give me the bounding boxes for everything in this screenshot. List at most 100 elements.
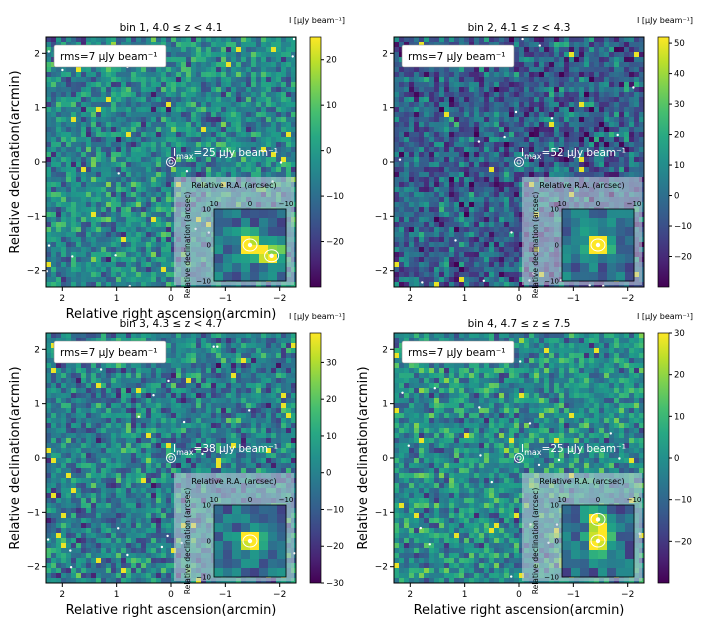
inset-x-tick-label: 0	[248, 496, 252, 504]
inset-pixel	[607, 218, 617, 228]
inset-pixel	[580, 514, 590, 524]
x-tick-label: 2	[59, 590, 65, 600]
inset-pixel	[268, 541, 278, 551]
bright-speck	[632, 86, 635, 89]
inset-frame	[213, 208, 287, 282]
colorbar-label: I [μJy beam⁻¹]	[637, 312, 693, 321]
inset-pixel	[232, 514, 242, 524]
x-tick-label: −1	[219, 294, 232, 304]
inset-pixel	[589, 209, 599, 219]
inset-contour	[590, 238, 606, 252]
bright-speck	[126, 553, 129, 557]
inset-pixel	[268, 254, 278, 264]
inset-pixel	[277, 209, 287, 219]
bright-speck	[490, 480, 493, 484]
colorbar-tick-label: 30	[326, 358, 337, 368]
inset-pixel	[232, 523, 242, 533]
y-tick-label: −2	[27, 563, 40, 573]
inset-y-tick-label: 10	[202, 502, 211, 510]
colorbar-tick-label: −10	[674, 222, 692, 232]
inset-pixel	[616, 505, 626, 515]
imax-label: Imax=25 μJy beam⁻¹	[521, 443, 626, 457]
bright-speck	[69, 566, 73, 569]
x-tick-label: 2	[407, 294, 413, 304]
y-axis-label: Relative declination(arcmin)	[8, 70, 23, 253]
inset-pixel	[268, 550, 278, 560]
inset-y-label: Relative declination (arcsec)	[531, 488, 540, 595]
colorbar-label: I [μJy beam⁻¹]	[289, 16, 345, 25]
inset-pixel	[580, 505, 590, 515]
inset-pixel	[223, 541, 233, 551]
source-marker-outer	[166, 157, 176, 167]
inset-y-label: Relative declination (arcsec)	[183, 488, 192, 595]
inset-pixel	[223, 245, 233, 255]
inset-pixel	[277, 272, 287, 282]
inset-pixel	[571, 254, 581, 264]
inset-pixel	[241, 209, 251, 219]
inset-pixel	[277, 227, 287, 237]
bright-speck	[503, 135, 506, 139]
y-tick-label: 1	[382, 400, 388, 410]
inset-pixel	[589, 523, 599, 533]
inset-y-label: Relative declination (arcsec)	[183, 192, 192, 299]
inset-pixel	[580, 236, 590, 246]
inset-contour	[264, 249, 280, 263]
inset-title: Relative R.A. (arcsec)	[539, 181, 624, 190]
inset-x-tick-label: 0	[248, 200, 252, 208]
inset-pixel	[562, 254, 572, 264]
inset-pixel	[616, 227, 626, 237]
inset-pixel	[259, 245, 269, 255]
inset-x-tick-label: −10	[279, 200, 294, 208]
colorbar-tick-label: −10	[326, 505, 344, 515]
inset-pixel	[571, 236, 581, 246]
inset-pixel	[250, 505, 260, 515]
rms-label: rms=7 μJy beam⁻¹	[60, 347, 158, 359]
bright-speck	[167, 379, 170, 383]
inset-pixel	[625, 227, 635, 237]
inset-pixel	[571, 209, 581, 219]
bright-speck	[510, 231, 513, 234]
inset-x-tick-label: 10	[210, 496, 219, 504]
inset-pixel	[580, 227, 590, 237]
imax-label: Imax=38 μJy beam⁻¹	[173, 443, 278, 457]
bright-speck	[212, 345, 215, 348]
inset-pixel	[223, 236, 233, 246]
inset-peak	[595, 538, 601, 544]
inset-pixel	[232, 559, 242, 569]
inset-x-tick-label: −10	[627, 496, 642, 504]
inset-pixel	[241, 550, 251, 560]
inset-pixel	[268, 236, 278, 246]
source-marker-outer	[514, 453, 524, 463]
inset-frame	[561, 208, 635, 282]
y-tick-label: −1	[375, 212, 388, 222]
inset-pixel	[241, 568, 251, 578]
inset-pixel	[580, 523, 590, 533]
y-tick-label: 0	[382, 158, 388, 168]
inset-pixel	[259, 532, 269, 542]
inset-pixel	[277, 236, 287, 246]
colorbar-tick-label: 40	[674, 70, 685, 80]
inset-pixel	[625, 236, 635, 246]
x-tick-label: −1	[219, 590, 232, 600]
bright-speck	[537, 463, 541, 467]
inset-pixel	[616, 272, 626, 282]
inset-pixel	[259, 272, 269, 282]
inset-pixel	[580, 559, 590, 569]
inset-pixel	[598, 514, 608, 524]
inset-pixel	[277, 559, 287, 569]
inset-frame	[213, 504, 287, 578]
rms-label: rms=7 μJy beam⁻¹	[60, 51, 158, 63]
inset-pixel	[571, 559, 581, 569]
colorbar-tick-label: 10	[674, 161, 685, 171]
inset-pixel	[223, 514, 233, 524]
inset-pixel	[277, 263, 287, 273]
x-tick-label: 0	[516, 294, 522, 304]
inset-peak	[247, 242, 253, 248]
bright-speck	[609, 432, 612, 435]
inset-pixel	[625, 218, 635, 228]
colorbar-tick-label: 0	[674, 192, 679, 202]
inset-contour	[590, 534, 606, 548]
inset-pixel	[607, 254, 617, 264]
